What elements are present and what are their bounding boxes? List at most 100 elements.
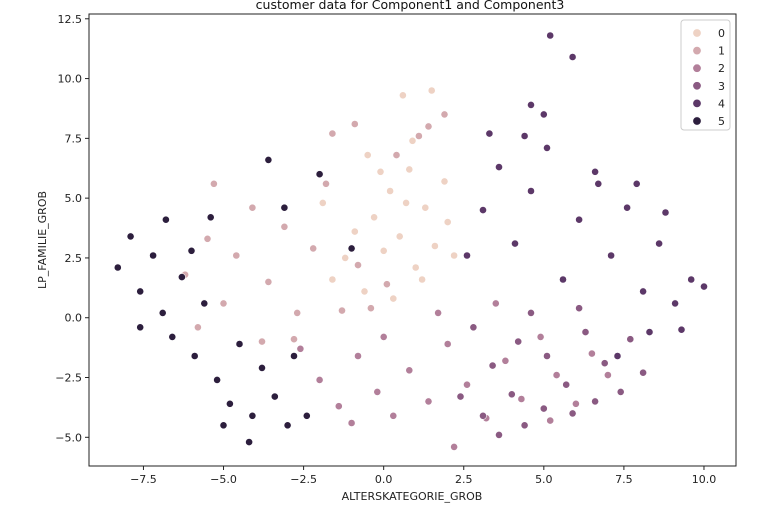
point-cluster-1-20	[209, 179, 218, 188]
point-cluster-3-16	[495, 430, 503, 439]
point-cluster-4-13	[671, 299, 679, 308]
point-cluster-1-17	[328, 129, 337, 138]
y-tick-label: −2.5	[55, 372, 82, 385]
legend: 0 1 2 3 4 5	[680, 19, 731, 131]
point-cluster-5-0	[113, 263, 122, 272]
point-cluster-0-9	[411, 263, 420, 272]
point-cluster-4-3	[511, 239, 519, 248]
point-cluster-2-0	[296, 344, 305, 353]
point-cluster-2-7	[424, 397, 433, 406]
point-cluster-0-14	[363, 151, 372, 159]
point-cluster-3-11	[568, 409, 577, 418]
point-cluster-2-6	[405, 366, 414, 375]
x-tick-label: −5.0	[210, 473, 237, 486]
point-cluster-0-23	[402, 198, 410, 207]
point-cluster-0-19	[389, 294, 398, 303]
point-cluster-3-19	[514, 337, 523, 346]
point-cluster-1-22	[424, 122, 433, 131]
point-cluster-3-7	[600, 359, 609, 368]
y-tick-label: 12.5	[58, 13, 83, 26]
point-cluster-4-18	[677, 325, 686, 334]
point-cluster-5-17	[245, 438, 253, 446]
point-cluster-5-25	[161, 215, 170, 224]
legend-marker-0	[692, 28, 702, 38]
point-cluster-4-20	[546, 31, 555, 40]
point-cluster-3-17	[539, 404, 548, 413]
point-cluster-1-19	[193, 323, 202, 332]
point-cluster-5-24	[302, 411, 311, 420]
point-cluster-1-8	[309, 244, 318, 253]
point-cluster-1-10	[338, 306, 346, 315]
y-tick-label: 7.5	[65, 132, 83, 145]
point-cluster-5-21	[347, 244, 356, 253]
point-cluster-4-14	[687, 275, 696, 284]
point-cluster-0-10	[421, 203, 430, 212]
legend-label-1: 1	[718, 45, 725, 58]
y-tick-label: 10.0	[58, 73, 83, 86]
point-cluster-0-2	[350, 227, 359, 236]
point-cluster-1-18	[258, 337, 266, 346]
point-cluster-0-16	[398, 91, 407, 100]
x-tick-label: 10.0	[692, 473, 717, 486]
point-cluster-5-18	[187, 246, 196, 255]
point-cluster-5-22	[136, 323, 145, 332]
y-tick-label: −5.0	[55, 431, 82, 444]
point-cluster-5-8	[200, 299, 209, 308]
point-cluster-2-12	[517, 395, 526, 403]
point-cluster-1-13	[382, 280, 391, 289]
x-tick-label: 7.5	[615, 473, 633, 486]
point-cluster-3-14	[626, 335, 635, 344]
legend-label-2: 2	[718, 62, 725, 75]
point-cluster-5-11	[235, 340, 244, 348]
point-cluster-5-4	[158, 308, 167, 317]
point-cluster-4-16	[645, 328, 654, 336]
point-cluster-0-13	[450, 251, 458, 260]
point-cluster-1-1	[203, 234, 212, 243]
legend-label-0: 0	[718, 27, 725, 40]
point-cluster-2-22	[491, 299, 500, 308]
y-tick-label: 0.0	[65, 312, 83, 325]
point-cluster-3-2	[507, 390, 516, 399]
point-cluster-3-12	[591, 397, 599, 406]
y-tick-label: 5.0	[65, 192, 83, 205]
point-cluster-1-21	[350, 120, 359, 128]
point-cluster-4-7	[575, 215, 583, 224]
point-cluster-1-15	[414, 132, 423, 140]
point-cluster-0-12	[440, 177, 449, 186]
point-cluster-4-0	[463, 251, 471, 260]
legend-items: 0 1 2 3 4 5	[692, 27, 725, 128]
point-cluster-1-4	[248, 203, 257, 212]
point-cluster-4-21	[568, 53, 577, 61]
point-cluster-2-20	[546, 416, 555, 425]
point-cluster-2-17	[450, 442, 458, 451]
point-cluster-2-11	[501, 356, 510, 365]
point-cluster-5-1	[126, 232, 135, 241]
point-cluster-2-15	[572, 399, 580, 408]
point-cluster-4-12	[655, 239, 663, 248]
point-cluster-4-23	[594, 179, 603, 188]
point-cluster-1-23	[290, 335, 298, 344]
point-cluster-2-19	[434, 308, 442, 317]
point-cluster-5-27	[283, 421, 292, 430]
point-cluster-3-1	[488, 361, 497, 370]
points-layer	[113, 31, 708, 451]
y-axis-ticks: −5.0 −2.5 0.0 2.5 5.0 7.5 10.0 12.5	[55, 13, 89, 444]
point-cluster-4-24	[661, 208, 670, 217]
point-cluster-5-20	[315, 170, 324, 179]
point-cluster-2-16	[588, 349, 596, 358]
point-cluster-2-3	[354, 352, 362, 360]
point-cluster-4-8	[591, 167, 599, 176]
point-cluster-5-10	[225, 399, 234, 408]
point-cluster-1-9	[322, 179, 330, 188]
point-cluster-0-7	[395, 232, 404, 241]
point-cluster-3-8	[616, 387, 625, 396]
y-tick-label: 2.5	[65, 252, 83, 265]
point-cluster-3-15	[639, 368, 647, 377]
legend-label-4: 4	[718, 97, 725, 110]
point-cluster-3-10	[520, 421, 529, 430]
point-cluster-2-4	[373, 387, 382, 396]
point-cluster-3-5	[562, 380, 571, 389]
point-cluster-5-14	[270, 392, 279, 401]
point-cluster-0-11	[430, 242, 439, 250]
point-cluster-0-17	[427, 86, 436, 95]
